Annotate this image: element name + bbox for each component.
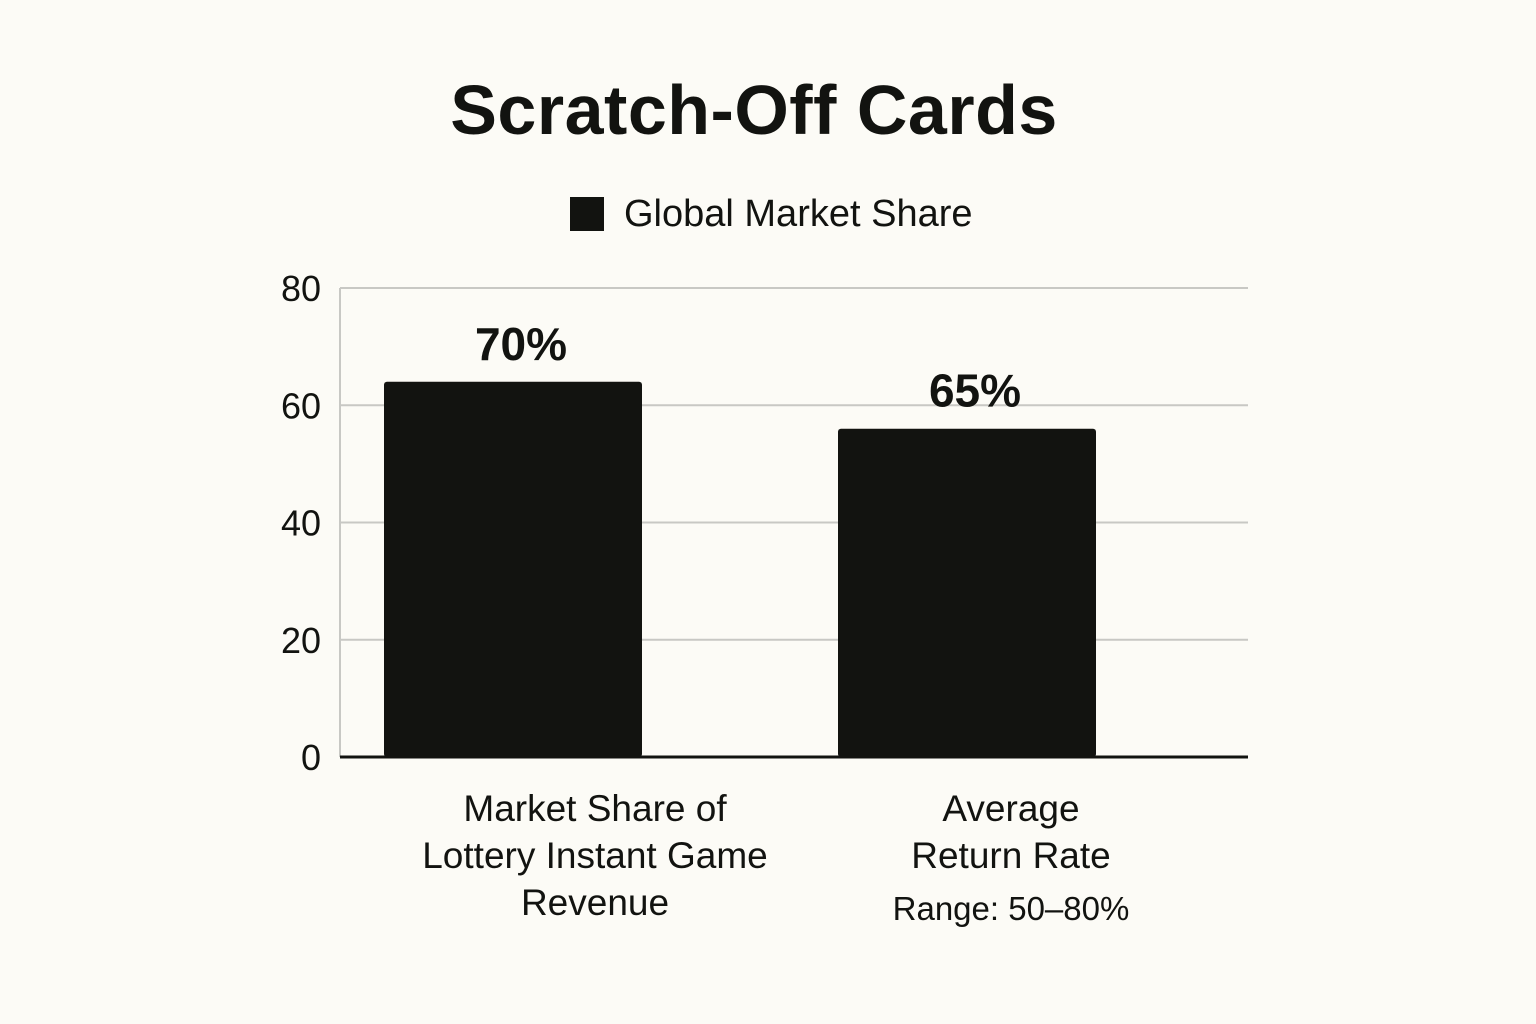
y-tick-label: 40 <box>281 503 321 544</box>
x-category-note: Range: 50–80% <box>892 890 1130 927</box>
legend-label: Global Market Share <box>624 192 973 235</box>
bar <box>838 428 1096 757</box>
chart-title: Scratch-Off Cards <box>450 71 1058 149</box>
y-tick-label: 60 <box>281 385 321 426</box>
data-label: 70% <box>475 318 567 370</box>
y-tick-label: 0 <box>301 737 321 778</box>
data-label: 65% <box>929 365 1021 417</box>
bar <box>384 381 642 757</box>
legend: Global Market Share <box>570 190 973 238</box>
x-tick-label-1: Market Share of Lottery Instant Game Rev… <box>422 788 768 923</box>
x-tick-label-2: Average Return Rate <box>911 788 1111 876</box>
y-tick-label: 20 <box>281 620 321 661</box>
legend-swatch <box>570 197 604 231</box>
y-tick-label: 80 <box>281 268 321 309</box>
